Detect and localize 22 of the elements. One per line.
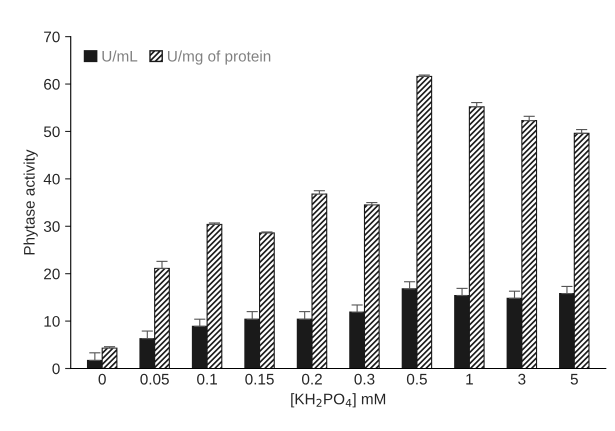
x-tick-label: 0.05 — [140, 374, 169, 385]
x-tick-label: 0.5 — [406, 374, 427, 385]
y-tick-label: 0 — [52, 363, 60, 374]
x-tick-label: 0 — [98, 374, 106, 385]
y-tick-label: 70 — [44, 32, 60, 42]
x-tick-label: 0.3 — [354, 374, 374, 385]
y-tick-label: 60 — [44, 78, 60, 90]
x-tick-label: 3 — [518, 374, 526, 385]
legend-label: U/mg of protein — [168, 50, 270, 65]
y-tick-label: 10 — [44, 316, 60, 327]
x-tick-label: 0.15 — [245, 374, 274, 385]
x-tick-label: 1 — [466, 374, 473, 384]
y-tick-label: 50 — [44, 126, 60, 138]
x-tick-label: 0.1 — [197, 374, 217, 385]
legend-label: U/mL — [102, 50, 138, 62]
y-tick-label: 40 — [44, 174, 60, 185]
x-tick-label: 5 — [570, 374, 578, 385]
x-axis-title: [KH$_{2}$PO$_{4}$] mM — [291, 393, 386, 408]
x-tick-label: 0.2 — [302, 374, 322, 385]
y-tick-label: 20 — [44, 268, 60, 280]
y-axis-title: Phytase activity — [24, 150, 38, 254]
y-tick-label: 30 — [44, 221, 60, 232]
